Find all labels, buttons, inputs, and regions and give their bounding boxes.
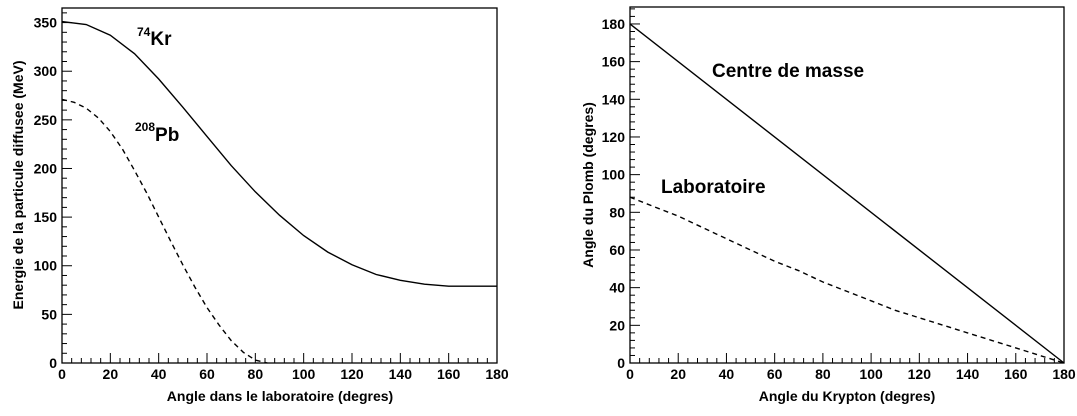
angle-series-solid-line: [629, 23, 1065, 364]
angle-y-tick-label: 160: [602, 54, 626, 70]
laboratory-annotation: Laboratoire: [661, 177, 766, 198]
angle-y-tick-label: 100: [602, 167, 626, 183]
kr-mass-number: 74: [137, 25, 151, 39]
angle-x-tick-label: 160: [1004, 366, 1028, 382]
energy-series-solid-line: [61, 20, 497, 287]
angle-y-tick-label: 0: [617, 355, 625, 371]
angle-series: [629, 23, 1065, 364]
angle-x-axis-title: Angle du Krypton (degres): [759, 388, 936, 404]
kr-element: Kr: [150, 29, 172, 50]
energy-x-tick-label: 160: [437, 366, 461, 382]
energy-y-axis-title: Energie de la particule diffusee (MeV): [10, 61, 26, 310]
angle-y-tick-label: 80: [609, 204, 625, 220]
angle-x-tick-label: 120: [908, 366, 932, 382]
angle-y-tick-label: 140: [602, 91, 626, 107]
angle-x-tick-label: 20: [670, 366, 686, 382]
angle-x-tick-label: 140: [956, 366, 980, 382]
angle-x-tick-label: 80: [815, 366, 831, 382]
angle-y-tick-label: 20: [609, 317, 625, 333]
energy-series-dashed-line: [61, 98, 268, 364]
energy-ticks: 0 20 40 60 80 100 120 140 160 180 0 50 100 150 200 250 3…: [34, 12, 509, 382]
angle-y-tick-label: 180: [602, 16, 626, 32]
angle-ticks: 0 20 40 60 80 100 120 140 160 180 0 20 40 60 80 100 120 1…: [602, 8, 1076, 382]
energy-x-tick-label: 40: [151, 366, 167, 382]
angle-x-tick-label: 100: [859, 366, 883, 382]
angle-x-tick-label: 180: [1052, 366, 1076, 382]
energy-x-tick-label: 0: [58, 366, 66, 382]
energy-x-tick-label: 20: [103, 366, 119, 382]
angle-y-axis-title: Angle du Plomb (degres): [580, 102, 596, 268]
energy-y-tick-label: 200: [34, 160, 58, 176]
energy-series: [61, 20, 497, 364]
pb-annotation: 208Pb: [135, 120, 179, 146]
angle-y-tick-label: 120: [602, 129, 626, 145]
energy-x-tick-label: 180: [485, 366, 509, 382]
energy-plot-frame: [61, 7, 498, 364]
energy-y-tick-label: 350: [34, 15, 58, 31]
energy-y-tick-label: 150: [34, 209, 58, 225]
energy-y-tick-label: 100: [34, 258, 58, 274]
energy-chart: 0 20 40 60 80 100 120 140 160 180 0 50 100 150 200 250 3…: [10, 7, 509, 404]
energy-x-tick-label: 120: [340, 366, 364, 382]
energy-y-tick-label: 300: [34, 63, 58, 79]
center-of-mass-annotation: Centre de masse: [712, 61, 864, 82]
angle-series-dashed-line: [629, 196, 1065, 364]
angle-y-tick-label: 60: [609, 242, 625, 258]
energy-x-tick-label: 100: [292, 366, 316, 382]
energy-y-tick-label: 250: [34, 112, 58, 128]
angle-chart: 0 20 40 60 80 100 120 140 160 180 0 20 40 60 80 100 120 1…: [580, 6, 1076, 404]
angle-x-tick-label: 60: [767, 366, 783, 382]
energy-y-tick-label: 0: [49, 355, 57, 371]
pb-element: Pb: [155, 125, 179, 146]
kr-annotation: 74Kr: [137, 25, 172, 50]
energy-x-tick-label: 80: [248, 366, 264, 382]
angle-x-tick-label: 40: [719, 366, 735, 382]
angle-plot-frame: [629, 6, 1065, 364]
angle-y-tick-label: 40: [609, 280, 625, 296]
energy-x-axis-title: Angle dans le laboratoire (degres): [167, 388, 393, 404]
energy-x-tick-label: 60: [199, 366, 215, 382]
energy-x-tick-label: 140: [389, 366, 413, 382]
angle-x-tick-label: 0: [626, 366, 634, 382]
pb-mass-number: 208: [135, 120, 155, 134]
energy-y-tick-label: 50: [41, 306, 57, 322]
